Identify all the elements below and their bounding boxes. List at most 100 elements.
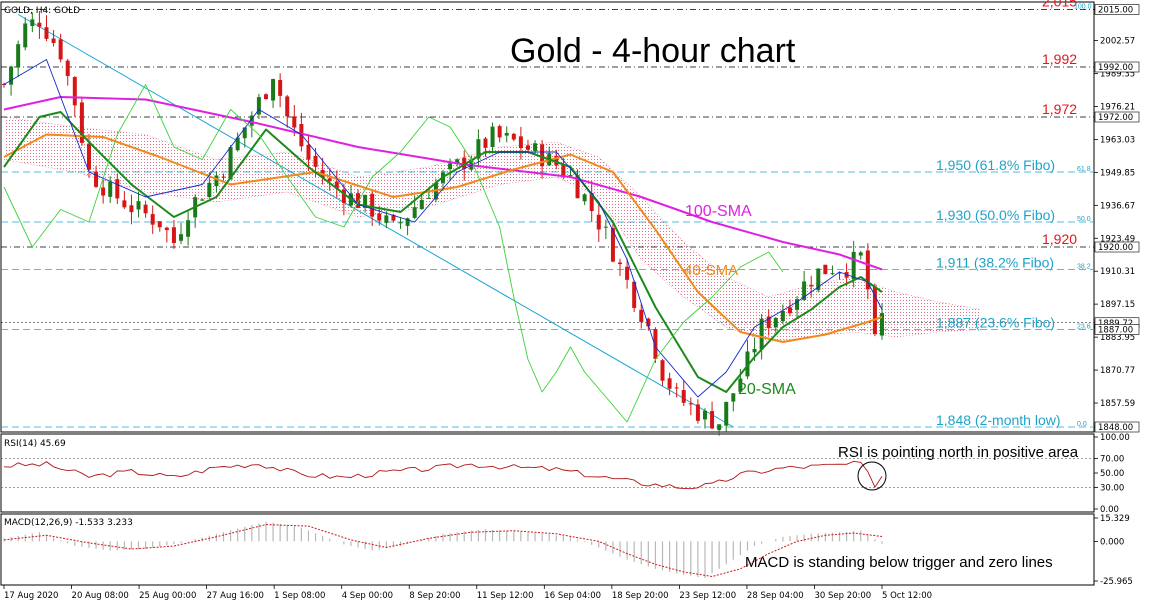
candle-body [795,299,800,310]
candle-body [405,218,410,226]
candle-body [327,178,332,182]
candle-body [23,23,28,48]
candle-body [115,179,120,199]
price-box [1094,421,1140,433]
candle-body [483,138,488,148]
candle-body [773,317,778,328]
series-40-sma [3,133,883,343]
time-tick-label: 20 Aug 08:00 [72,591,129,601]
candle-body [186,220,191,237]
macd-tick-label: 15.329 [1100,514,1130,524]
price-box [1094,4,1140,15]
candle-body [377,213,382,221]
sma100-annotation: 100-SMA [685,203,752,220]
candle-body [710,411,715,429]
candle-body [618,262,623,265]
macd-signal-line [3,524,883,578]
resistance-label-3: 1,920 [1042,231,1077,247]
candle-body [448,163,453,170]
fibo-small-3: 23.6 [1077,324,1091,331]
candle-body [334,181,339,189]
candle-body [533,143,538,151]
time-tick-label: 1 Sep 08:00 [274,591,325,601]
candle-body [780,310,785,322]
candle-body [9,66,14,85]
candle-body [16,44,21,68]
price-tick-label: 1976.21 [1100,102,1135,112]
price-box [1094,61,1140,73]
candle-body [30,19,35,27]
series-100-sma [3,96,883,271]
macd-indicator: 15.329 0.000 -25.965 [3,514,1133,587]
candle-body [129,205,134,213]
candle-body [540,144,545,167]
chart-title: Gold - 4-hour chart [510,32,796,70]
macd-tick-label: 0.000 [1100,537,1124,547]
candle-body [603,226,608,228]
candle-body [157,221,162,228]
candle-body [171,227,176,243]
candle-body [639,309,644,322]
candle-body [256,97,261,115]
candle-body [384,215,389,223]
price-box [1094,111,1140,123]
resistance-label-1: 1,992 [1042,51,1077,67]
candle-body [858,252,863,256]
candle-body [688,403,693,405]
candle-body [476,139,481,159]
candle-body [242,127,247,139]
time-tick-label: 23 Sep 12:00 [679,591,736,601]
candle-body [525,145,530,150]
fibo-label-4: 1,848 (2-month low) [936,412,1061,428]
candle-body [568,175,573,177]
price-box-label: 1848.00 [1098,423,1133,433]
candle-body [94,171,99,187]
candle-body [738,378,743,392]
price-tick-label: 1936.67 [1100,201,1135,211]
time-tick-label: 18 Sep 20:00 [612,591,669,601]
candle-body [101,187,106,196]
candle-body [787,307,792,314]
time-tick-label: 11 Sep 12:00 [477,591,534,601]
candle-body [490,126,495,148]
rsi-pane [0,433,1095,513]
time-axis: 17 Aug 2020 20 Aug 08:00 25 Aug 00:00 27 Au… [3,585,932,601]
time-tick-label: 30 Sep 20:00 [814,591,871,601]
price-axis: 2015.00 2002.57 1989.35 1976.21 1963.03 1949.… [1094,4,1140,433]
candle-body [356,193,361,208]
candle-body [278,79,283,96]
trendline [17,14,734,428]
resistance-label-2: 1,972 [1042,101,1077,117]
sma20-annotation: 20-SMA [738,381,796,398]
candle-body [271,79,276,101]
candle-body [412,207,417,218]
candle-body [851,251,856,280]
candle-body [143,204,148,214]
series-tenkan [3,59,883,398]
candle-body [51,38,56,43]
price-tick-label: 1870.77 [1100,366,1135,376]
price-tick-label: 1949.85 [1100,168,1135,178]
rsi-tick-label: 100.00 [1100,433,1130,443]
candle-body [207,182,212,197]
candle-body [653,329,658,359]
rsi-tick-label: 30.00 [1100,483,1124,493]
time-tick-label: 16 Sep 04:00 [544,591,601,601]
fibo-small-1: 50.0 [1077,216,1091,223]
candle-body [646,318,651,327]
candle-body [511,133,516,140]
candle-body [610,228,615,262]
candle-body [865,250,870,290]
candle-body [724,401,729,426]
descending-trendline [17,14,734,428]
candle-body [263,94,268,100]
price-tick-label: 1883.95 [1100,333,1135,343]
price-tick-label: 1910.31 [1100,267,1135,277]
macd-tick-label: -25.965 [1100,577,1133,587]
cloud-area [4,117,982,342]
fibo-small-2: 38.2 [1077,264,1091,271]
candle-body [880,313,884,336]
candle-body [370,193,375,217]
horizontal-levels [1,9,1094,428]
candle-body [745,351,750,377]
